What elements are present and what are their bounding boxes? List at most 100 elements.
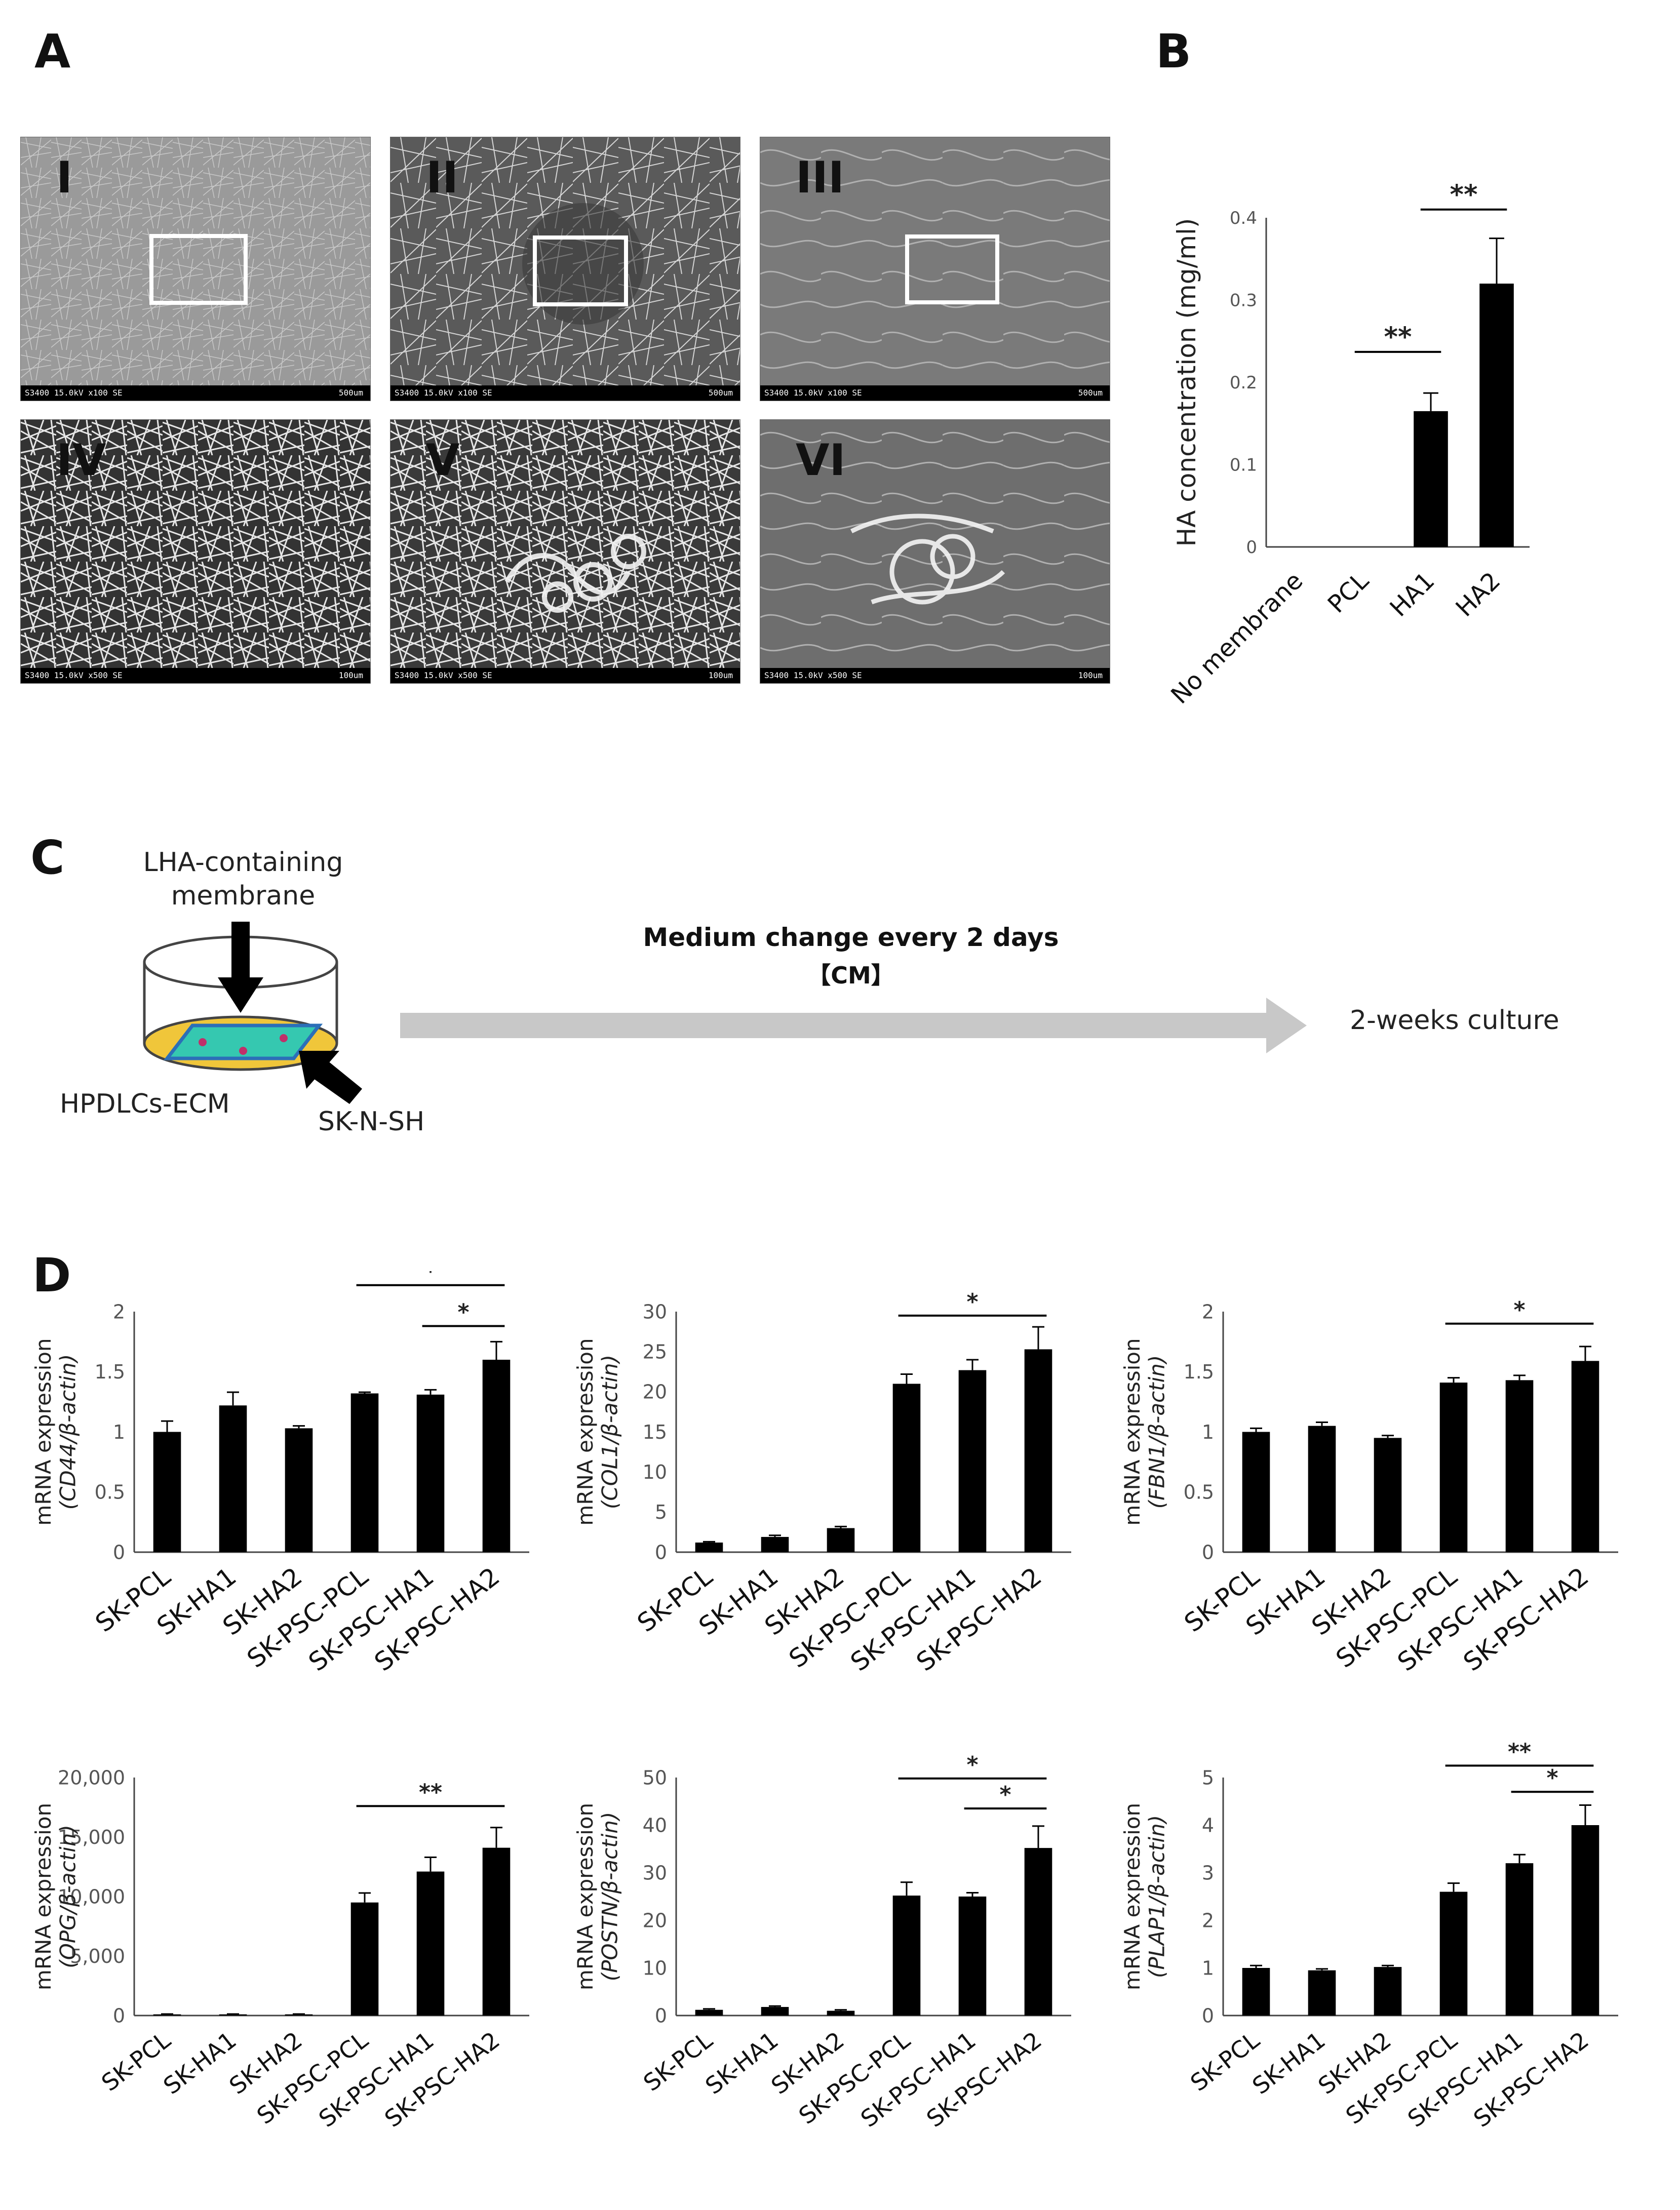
y-axis-label-unit: (POSTN/β-actin)	[597, 1812, 622, 1982]
panel-c-letter: C	[30, 831, 65, 885]
bar	[219, 2014, 247, 2016]
bar	[958, 1370, 987, 1552]
y-tick-label: 5,000	[70, 1945, 125, 1967]
bar	[695, 2009, 723, 2016]
y-tick-label: 0.4	[1230, 208, 1257, 228]
y-tick-label: 0	[1246, 537, 1257, 558]
cell-dot	[280, 1034, 288, 1042]
chart-d3-svg: 00.511.52SK-PCLSK-HA1SK-HA2SK-PSC-PCLSK-…	[1120, 1297, 1618, 1677]
panel-a-letter: A	[34, 24, 71, 78]
sem-label: I	[56, 152, 72, 203]
y-tick-label: 0	[113, 1541, 125, 1563]
bar	[1308, 1426, 1336, 1552]
x-tick-label: HA1	[1385, 567, 1440, 622]
chart-d5: 0 10 20 30 40 50 SK-PCL SK-HA1 SK-HA2 SK-PSC-PCL S…	[562, 1732, 1099, 2188]
y-tick-label: 15,000	[58, 1826, 125, 1848]
chart-d6-svg: 012345SK-PCLSK-HA1SK-HA2SK-PSC-PCLSK-PSC…	[1120, 1740, 1618, 2133]
y-tick-label: 0.3	[1230, 290, 1257, 310]
significance-marker: *	[1546, 1765, 1558, 1791]
cm-label: 【CM】	[807, 962, 894, 989]
sem-image-3: III S3400 15.0kV x100 SE 500um	[760, 137, 1110, 401]
x-tick-label: SK-HA1	[1247, 2026, 1330, 2100]
bar	[892, 1896, 921, 2016]
diagonal-arrow-icon	[299, 1051, 362, 1104]
bar	[1439, 1891, 1468, 2016]
y-axis-label: HA concentration (mg/ml)	[1172, 218, 1201, 547]
y-tick-label: 5	[1202, 1766, 1214, 1789]
bar	[1242, 1968, 1270, 2016]
chart-b-svg: 0 0.1 0.2 0.3 0.4 No membrane PCL HA1 HA2 ** ** HA …	[1165, 179, 1530, 709]
bar	[1024, 1848, 1052, 2016]
significance-marker: *	[1513, 1297, 1525, 1323]
y-tick-label: 0	[1202, 2004, 1214, 2027]
y-tick-label: 1.5	[1184, 1361, 1214, 1383]
bar	[761, 1536, 789, 1552]
x-tick-label: SK-HA1	[700, 2026, 783, 2100]
sem-label: V	[426, 435, 460, 486]
significance-marker: **	[1384, 322, 1412, 352]
y-tick-label: 0	[113, 2004, 125, 2027]
y-tick-label: 5	[655, 1501, 667, 1523]
sem-image-2: II S3400 15.0kV x100 SE 500um	[390, 137, 740, 401]
x-tick-label: SK-HA1	[158, 2026, 241, 2100]
x-tick-label: SK-PSC-PCL	[794, 2026, 915, 2129]
cell-dot	[199, 1038, 207, 1046]
significance-marker: **	[1450, 182, 1478, 210]
sem-image-1: I S3400 15.0kV x100 SE 500um	[20, 137, 371, 401]
significance-marker: *	[457, 1300, 469, 1326]
bar	[695, 1543, 723, 1552]
bar	[350, 1902, 379, 2016]
significance-marker: *	[999, 1782, 1011, 1808]
y-tick-label: 30	[643, 1862, 667, 1884]
culture-duration-label: 2-weeks culture	[1350, 1005, 1559, 1036]
significance-marker: **	[419, 1780, 442, 1805]
significance-marker: **	[1508, 1740, 1531, 1765]
significance-marker: *	[966, 1752, 978, 1778]
sem-scale-bar: S3400 15.0kV x500 SE 100um	[760, 668, 1110, 683]
y-axis-label: mRNA expression	[573, 1338, 598, 1525]
panel-d-letter: D	[32, 1248, 71, 1303]
sem-label: II	[426, 152, 458, 203]
y-tick-label: 0.2	[1230, 373, 1257, 393]
bar	[1439, 1383, 1468, 1552]
chart-b: 0 0.1 0.2 0.3 0.4 No membrane PCL HA1 HA2 ** ** HA …	[1165, 179, 1621, 739]
y-tick-label: 25	[643, 1340, 667, 1363]
cell-line-label: SK-N-SH	[318, 1107, 425, 1137]
chart-d3: 0 0.5 1 1.5 2 SK-PCL SK-HA1 SK-HA2 SK-PSC-PCL SK-…	[1109, 1271, 1656, 1717]
bar	[153, 2014, 181, 2016]
chart-d4: 0 5,000 10,000 15,000 20,000 SK-PCL SK-HA1 SK-H…	[20, 1732, 557, 2188]
bar	[1505, 1863, 1534, 2016]
y-tick-label: 2	[113, 1300, 125, 1323]
bar	[153, 1432, 181, 1552]
y-tick-label: 20	[643, 1909, 667, 1931]
y-tick-label: 0	[655, 1541, 667, 1563]
x-tick-label: HA2	[1451, 567, 1506, 622]
bar	[1571, 1825, 1599, 2016]
bar	[761, 2007, 789, 2016]
y-axis-label-unit: (CD44/β-actin)	[55, 1354, 80, 1510]
bar	[1242, 1432, 1270, 1552]
y-tick-label: 40	[643, 1814, 667, 1836]
y-tick-label: 50	[643, 1766, 667, 1789]
y-tick-label: 4	[1202, 1814, 1214, 1836]
bar	[892, 1384, 921, 1552]
x-tick-label: SK-PSC-PCL	[252, 2026, 373, 2129]
y-tick-label: 0.5	[1184, 1481, 1214, 1504]
x-tick-label: PCL	[1322, 567, 1375, 619]
sem-texture	[390, 137, 740, 401]
chart-d1-svg: 00.511.52SK-PCLSK-HA1SK-HA2SK-PSC-PCLSK-…	[31, 1259, 529, 1677]
significance-marker: *	[966, 1289, 978, 1315]
y-axis-label-unit: (OPG/β-actin)	[55, 1825, 80, 1968]
chart-d2: 0 5 10 15 20 25 30 SK-PCL SK-HA1 SK-HA2 SK-PSC-PCL…	[562, 1271, 1099, 1717]
significance-marker: *	[424, 1271, 436, 1285]
bar	[1374, 1967, 1402, 2016]
y-tick-label: 2	[1202, 1300, 1214, 1323]
x-tick-label: SK-PSC-PCL	[1341, 2026, 1462, 2129]
sem-scale-bar: S3400 15.0kV x100 SE 500um	[760, 385, 1110, 401]
y-tick-label: 1.5	[95, 1361, 125, 1383]
y-tick-label: 10	[643, 1957, 667, 1979]
y-tick-label: 2	[1202, 1909, 1214, 1931]
sem-texture	[21, 137, 370, 401]
x-tick-label: No membrane	[1165, 567, 1308, 709]
membrane-sheet	[163, 1023, 323, 1060]
